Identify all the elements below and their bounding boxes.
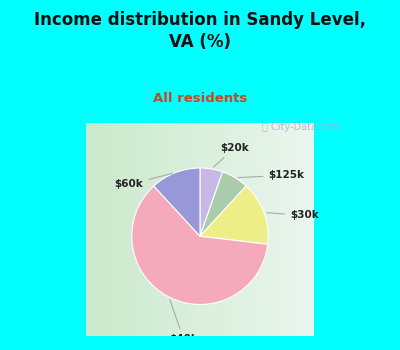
- Text: $125k: $125k: [238, 170, 304, 180]
- Text: Income distribution in Sandy Level,
VA (%): Income distribution in Sandy Level, VA (…: [34, 10, 366, 51]
- Text: $20k: $20k: [214, 143, 249, 167]
- Text: All residents: All residents: [153, 91, 247, 105]
- Text: $40k: $40k: [169, 300, 198, 344]
- Text: $60k: $60k: [115, 173, 172, 189]
- Wedge shape: [132, 186, 268, 304]
- Text: $30k: $30k: [267, 210, 319, 220]
- Text: ⓘ City-Data.com: ⓘ City-Data.com: [262, 122, 341, 132]
- Wedge shape: [154, 168, 200, 236]
- Wedge shape: [200, 168, 223, 236]
- Wedge shape: [200, 186, 268, 244]
- Wedge shape: [200, 172, 246, 236]
